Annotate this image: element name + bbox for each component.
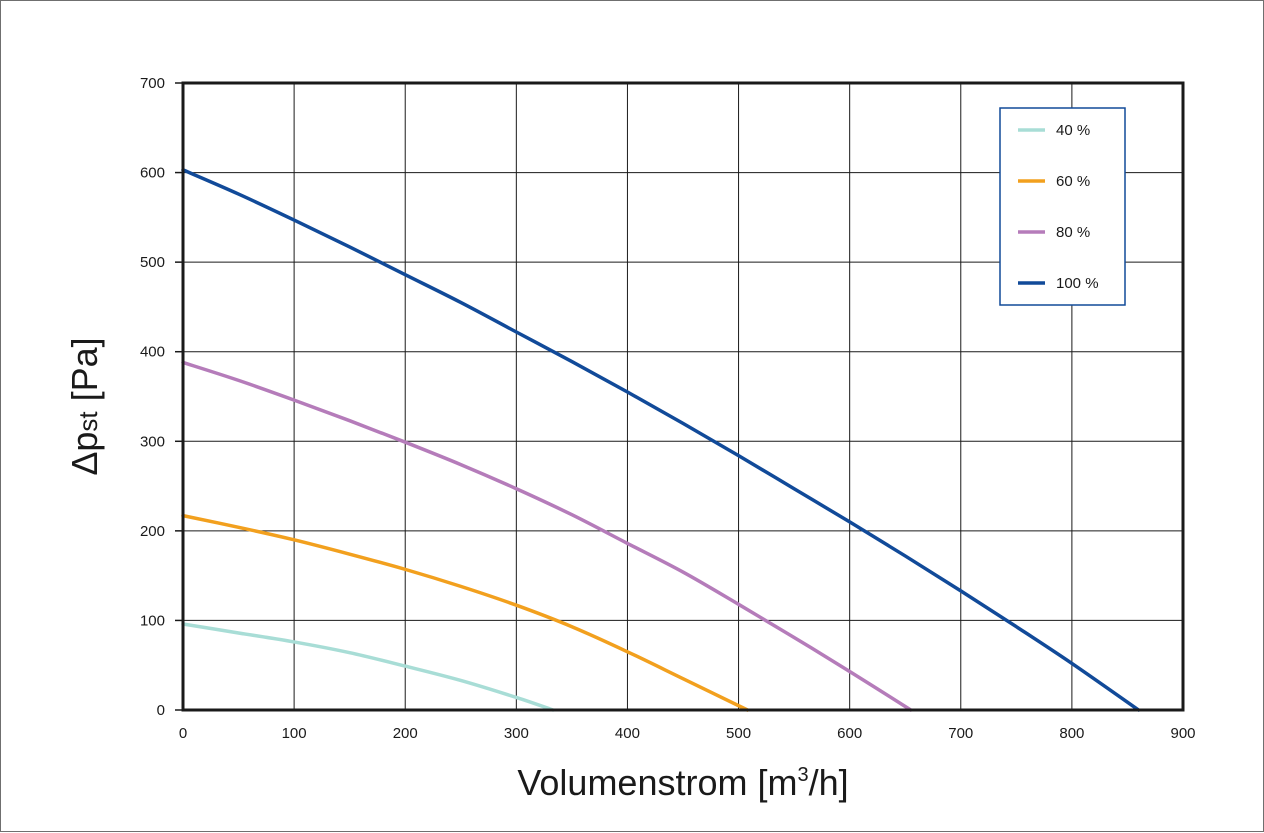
series-line-2 [181,360,913,712]
y-tick-label: 400 [140,344,165,361]
y-tick-label: 200 [140,523,165,540]
x-tick-label: 900 [1170,725,1195,742]
legend-box [999,107,1126,306]
plot-area-border [181,81,1185,712]
x-tick-label: 400 [615,725,640,742]
x-tick-label: 0 [179,725,187,742]
x-axis-title: Volumenstrom [m3/h] [517,762,848,803]
legend-label: 40 % [1056,122,1090,139]
tick-layer: 0 100 200 300 400 500 600 700 800 900 0 100 200 300 40… [140,75,1196,742]
x-tick-label: 700 [948,725,973,742]
legend-label: 80 % [1056,224,1090,241]
y-axis-title-sub: st [73,411,103,432]
x-tick-label: 500 [726,725,751,742]
x-tick-label: 800 [1059,725,1084,742]
x-axis-title-sup: 3 [797,764,808,786]
x-tick-label: 300 [504,725,529,742]
legend-label: 60 % [1056,173,1090,190]
x-tick-label: 600 [837,725,862,742]
x-tick-label: 100 [282,725,307,742]
legend: 40 % 60 % 80 % 100 % [999,107,1126,306]
y-tick-label: 700 [140,75,165,92]
series-line-1 [181,513,750,712]
x-tick-label: 200 [393,725,418,742]
legend-label: 100 % [1056,275,1099,292]
x-axis-title-tail: /h] [809,762,849,803]
y-axis-title: Δpst [Pa] [64,337,105,475]
series-layer [181,168,1141,712]
y-axis-title-main: Δp [64,432,105,476]
series-line-3 [181,168,1141,712]
y-tick-label: 100 [140,612,165,629]
y-tick-label: 0 [157,702,165,719]
x-axis-title-main: Volumenstrom [m [517,762,797,803]
y-tick-label: 500 [140,254,165,271]
series-line-0 [181,622,555,712]
y-tick-label: 300 [140,433,165,450]
y-tick-label: 600 [140,165,165,182]
y-axis-title-tail: [Pa] [64,337,105,411]
